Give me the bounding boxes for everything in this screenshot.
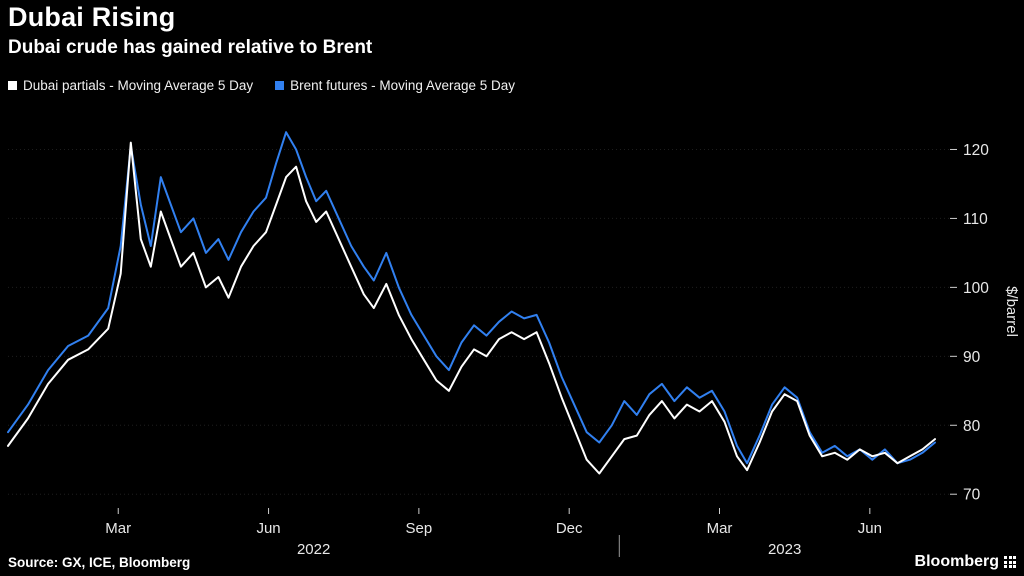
legend-label-dubai: Dubai partials - Moving Average 5 Day — [23, 78, 254, 93]
x-axis-tick-label: Mar — [105, 520, 131, 537]
y-axis-tick-label: 90 — [963, 349, 981, 366]
bloomberg-grid-icon — [1004, 556, 1016, 568]
legend-item-dubai: Dubai partials - Moving Average 5 Day — [8, 78, 253, 93]
y-axis-tick-label: 110 — [963, 211, 988, 228]
y-axis-tick-label: 70 — [963, 487, 981, 504]
series-line-dubai — [7, 141, 936, 475]
bloomberg-wordmark: Bloomberg — [914, 553, 999, 570]
x-axis-tick-label: Dec — [556, 520, 583, 537]
x-axis-tick-label: Jun — [858, 520, 882, 537]
bloomberg-logo: Bloomberg — [915, 553, 1016, 571]
y-axis-tick-label: 80 — [963, 418, 981, 435]
year-label: 2022 — [297, 541, 330, 558]
y-axis-title: $/barrel — [1003, 286, 1020, 337]
brent-legend-swatch-icon — [275, 81, 285, 90]
dubai-legend-swatch-icon — [8, 81, 17, 90]
series-line-brent — [7, 131, 936, 465]
y-axis-tick-label: 120 — [963, 142, 989, 159]
x-axis-tick-label: Sep — [406, 520, 433, 537]
chart-subtitle: Dubai crude has gained relative to Brent — [8, 37, 373, 58]
chart-title: Dubai Rising — [8, 2, 176, 32]
year-label: 2023 — [768, 541, 801, 558]
x-axis-tick-label: Mar — [707, 520, 733, 537]
legend-label-brent: Brent futures - Moving Average 5 Day — [290, 78, 515, 93]
chart-legend: Dubai partials - Moving Average 5 Day Br… — [8, 78, 515, 93]
y-axis-tick-label: 100 — [963, 280, 989, 297]
legend-item-brent: Brent futures - Moving Average 5 Day — [275, 78, 515, 93]
x-axis-tick-label: Jun — [256, 520, 280, 537]
source-attribution: Source: GX, ICE, Bloomberg — [8, 555, 191, 570]
